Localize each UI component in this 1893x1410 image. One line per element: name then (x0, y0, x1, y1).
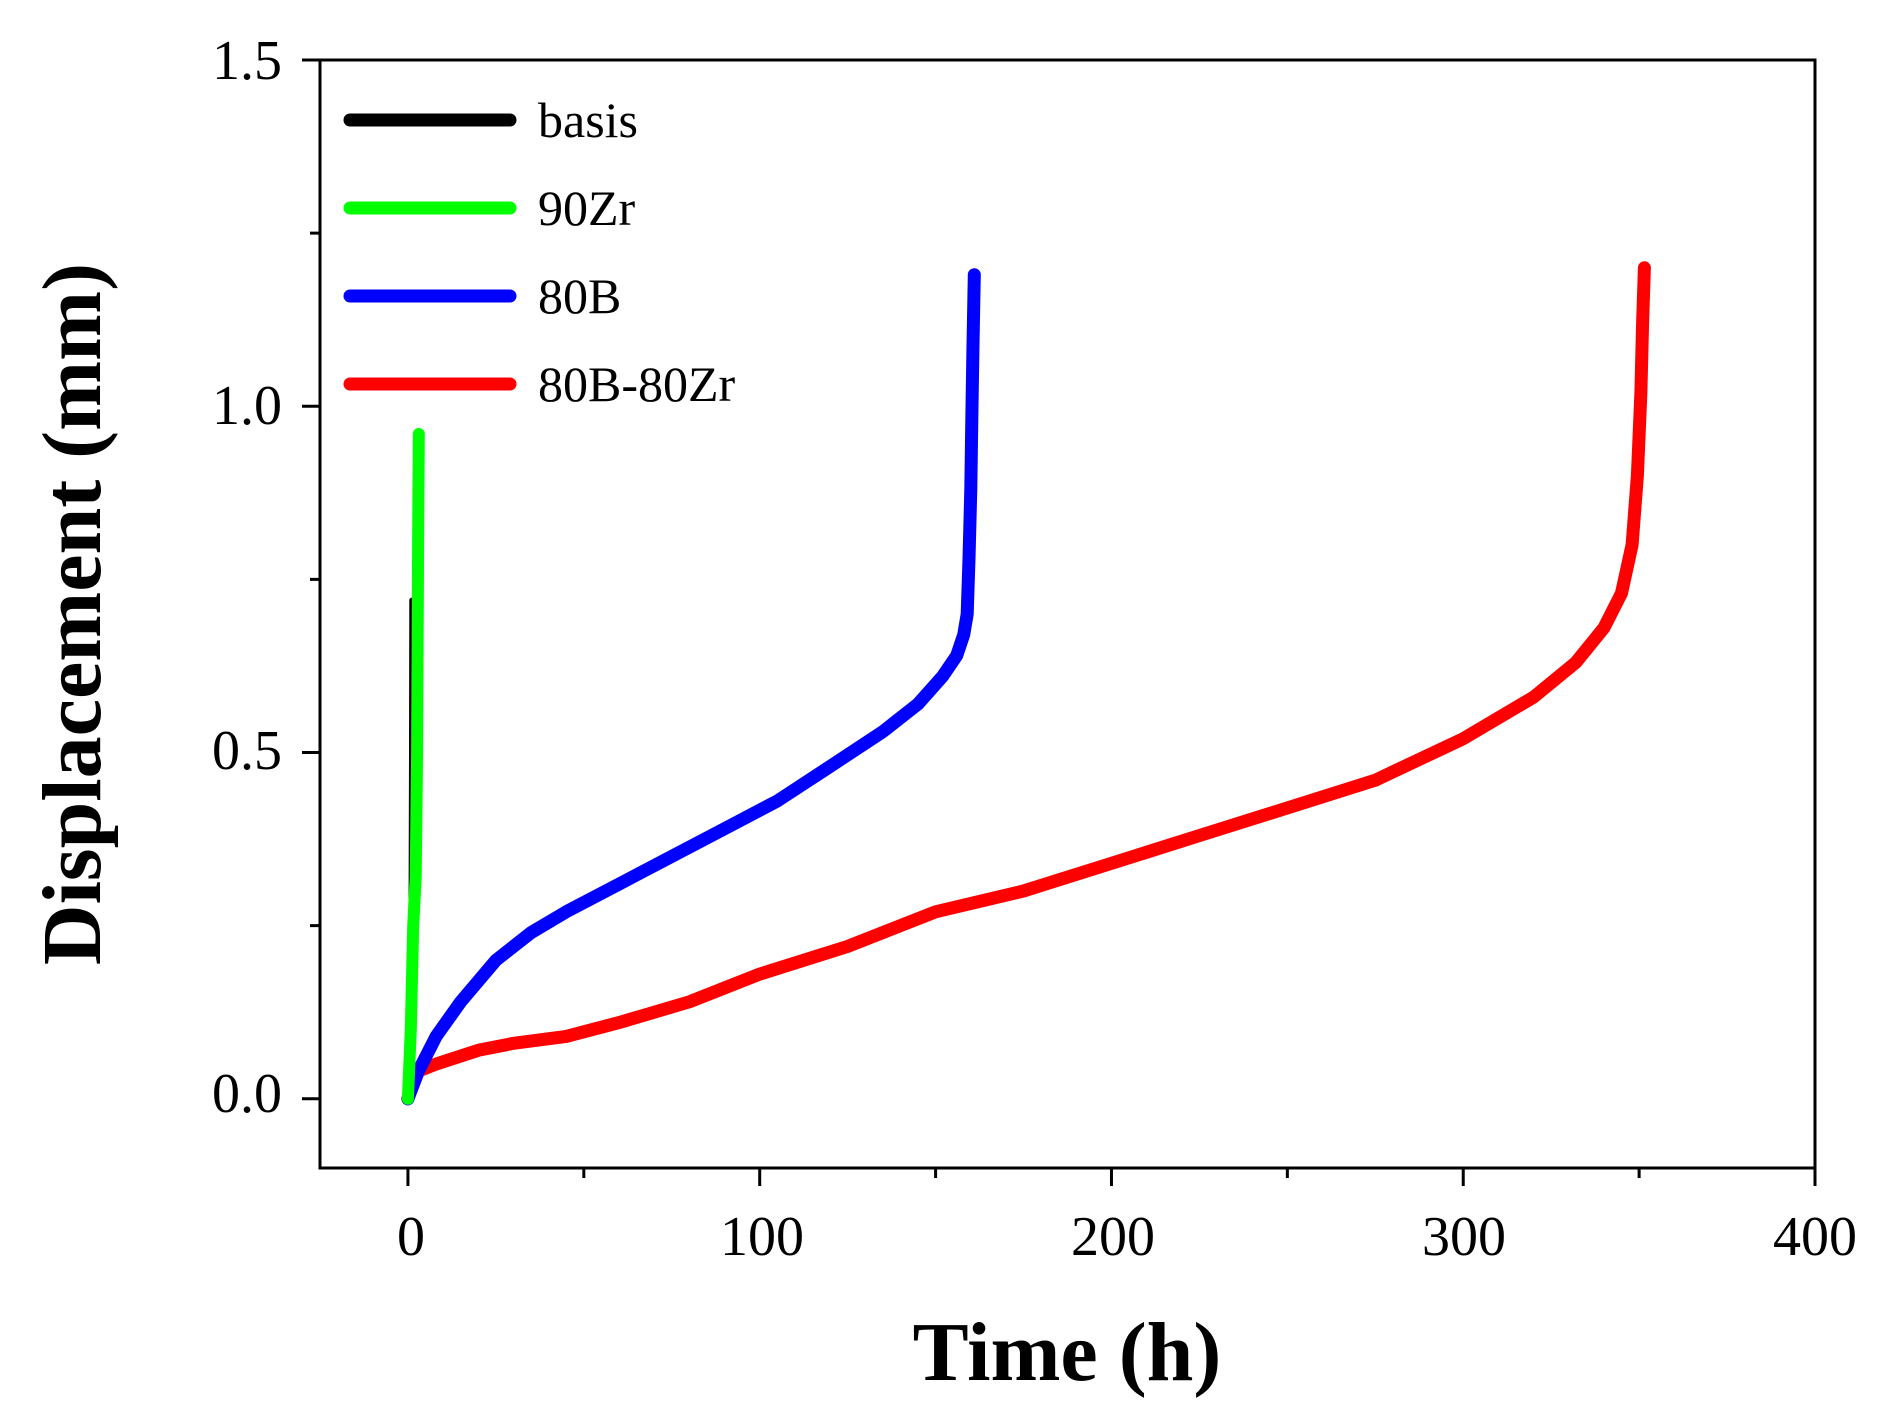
y-tick-label-1.0: 1.0 (212, 375, 282, 437)
series-line-90Zr (401, 428, 425, 1105)
x-tick-label-200: 200 (1071, 1206, 1155, 1268)
x-tick-label-400: 400 (1773, 1206, 1857, 1268)
series-line-80B (401, 268, 981, 1106)
legend-label-80B: 80B (538, 268, 621, 324)
legend: basis 90Zr 80B 80B-80Zr (343, 92, 736, 412)
x-tick-label-100: 100 (720, 1206, 804, 1268)
series-line-80B-80Zr (401, 261, 1651, 1106)
axis-ticks (302, 58, 1817, 1186)
legend-label-80B-80Zr: 80B-80Zr (538, 356, 736, 412)
x-tick-labels: 0 100 200 300 400 (397, 1206, 1857, 1268)
y-tick-labels: 0.0 0.5 1.0 1.5 (212, 30, 282, 1125)
y-tick-label-0.5: 0.5 (212, 720, 282, 782)
series-layer (401, 261, 1651, 1106)
y-axis-label: Displacement (mm) (26, 263, 119, 965)
x-tick-label-0: 0 (397, 1206, 425, 1268)
legend-label-basis: basis (538, 92, 638, 148)
x-tick-label-300: 300 (1422, 1206, 1506, 1268)
plot-frame (318, 58, 1817, 1170)
legend-label-90Zr: 90Zr (538, 180, 636, 236)
y-tick-label-1.5: 1.5 (212, 30, 282, 92)
x-axis-label: Time (h) (913, 1306, 1222, 1399)
y-tick-label-0.0: 0.0 (212, 1063, 282, 1125)
